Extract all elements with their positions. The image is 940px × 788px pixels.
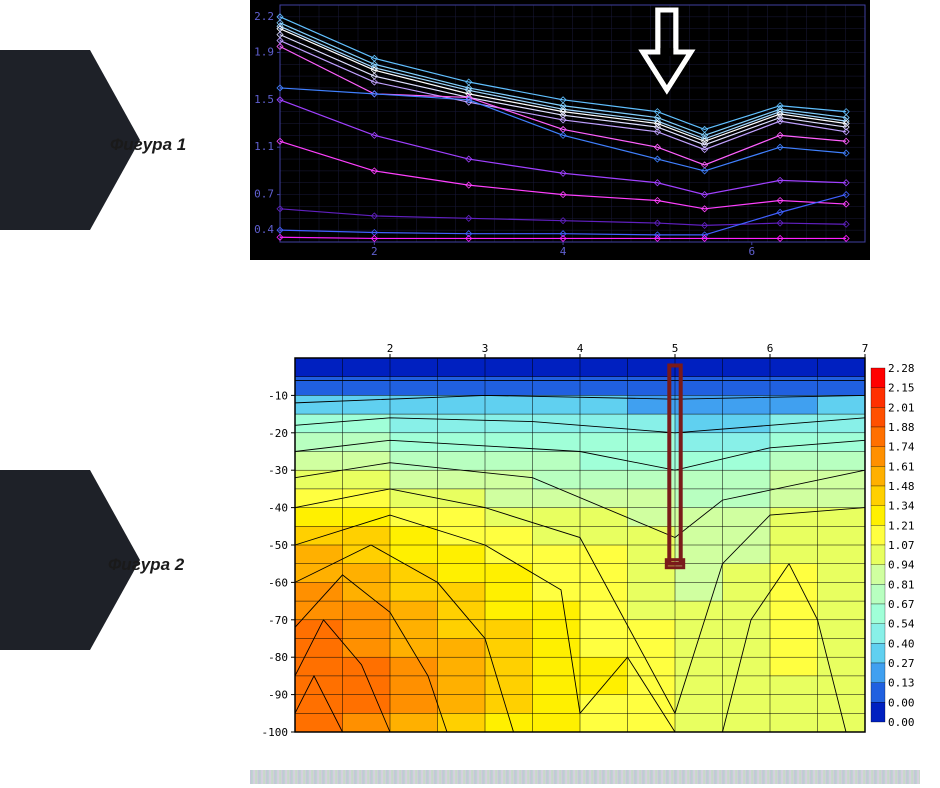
svg-text:-20: -20 xyxy=(268,427,288,440)
svg-text:1.5: 1.5 xyxy=(254,93,274,106)
svg-text:-50: -50 xyxy=(268,539,288,552)
svg-text:-40: -40 xyxy=(268,502,288,515)
svg-text:-100: -100 xyxy=(262,726,289,739)
figure2-label: Фигура 2 xyxy=(108,555,184,575)
svg-text:6: 6 xyxy=(748,245,755,258)
svg-text:2: 2 xyxy=(371,245,378,258)
svg-text:2.01: 2.01 xyxy=(888,401,915,414)
svg-text:1.9: 1.9 xyxy=(254,45,274,58)
svg-text:-80: -80 xyxy=(268,651,288,664)
svg-text:3: 3 xyxy=(482,342,489,355)
svg-text:0.00: 0.00 xyxy=(888,716,915,729)
pentagon-decoration-1 xyxy=(0,50,90,230)
svg-text:7: 7 xyxy=(862,342,869,355)
svg-text:-60: -60 xyxy=(268,576,288,589)
svg-text:1.74: 1.74 xyxy=(888,441,915,454)
svg-text:2.2: 2.2 xyxy=(254,10,274,23)
svg-text:0.94: 0.94 xyxy=(888,559,915,572)
svg-text:0.27: 0.27 xyxy=(888,657,915,670)
svg-text:1.07: 1.07 xyxy=(888,539,915,552)
svg-text:1.34: 1.34 xyxy=(888,500,915,513)
svg-text:6: 6 xyxy=(767,342,774,355)
svg-text:0.7: 0.7 xyxy=(254,188,274,201)
svg-text:-70: -70 xyxy=(268,614,288,627)
svg-text:4: 4 xyxy=(577,342,584,355)
figure1-chart: 0.4 0.7 1.1 1.5 1.9 2.2 2 4 6 xyxy=(250,0,870,260)
svg-text:-10: -10 xyxy=(268,389,288,402)
svg-text:0.67: 0.67 xyxy=(888,598,915,611)
svg-text:1.88: 1.88 xyxy=(888,421,915,434)
svg-text:1.21: 1.21 xyxy=(888,519,915,532)
svg-text:1.48: 1.48 xyxy=(888,480,915,493)
svg-text:1.1: 1.1 xyxy=(254,140,274,153)
svg-text:-90: -90 xyxy=(268,689,288,702)
svg-text:0.81: 0.81 xyxy=(888,578,915,591)
svg-text:5: 5 xyxy=(672,342,679,355)
svg-text:0.4: 0.4 xyxy=(254,223,274,236)
svg-text:4: 4 xyxy=(560,245,567,258)
svg-text:-30: -30 xyxy=(268,464,288,477)
svg-text:2: 2 xyxy=(387,342,394,355)
svg-text:2.28: 2.28 xyxy=(888,362,915,375)
svg-text:0.40: 0.40 xyxy=(888,637,915,650)
svg-text:0.54: 0.54 xyxy=(888,618,915,631)
svg-text:0.00: 0.00 xyxy=(888,696,915,709)
svg-text:1.61: 1.61 xyxy=(888,460,915,473)
figure2-chart: 2 3 4 5 6 7 -10 -20 -30 -40 -50 -60 -70 -80 -90 -100 2.2… xyxy=(250,340,920,740)
figure1-label: Фигура 1 xyxy=(110,135,186,155)
pentagon-decoration-2 xyxy=(0,470,90,650)
decorative-strip xyxy=(250,770,920,784)
svg-text:0.13: 0.13 xyxy=(888,677,915,690)
svg-text:2.15: 2.15 xyxy=(888,382,915,395)
